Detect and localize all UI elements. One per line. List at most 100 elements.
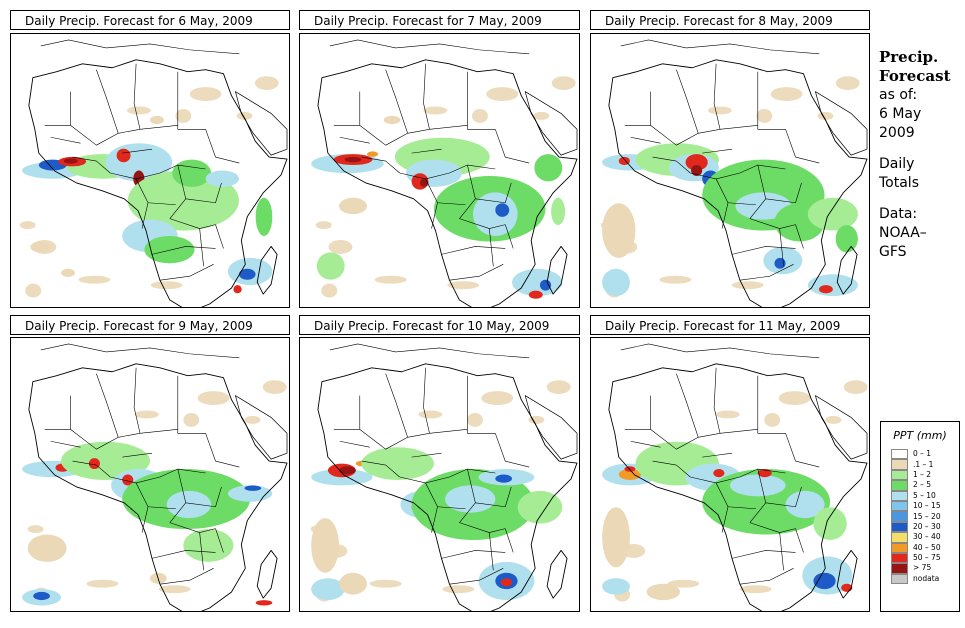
light-rain-area (707, 106, 732, 115)
sidebar-title-line1: Precip. (879, 48, 939, 66)
rain-area (495, 203, 510, 217)
country-border (702, 148, 733, 154)
legend-label: 2 – 5 (913, 480, 932, 490)
legend-swatch (891, 521, 908, 533)
country-border (44, 395, 71, 430)
africa-precip-map (19, 39, 288, 307)
country-border (690, 172, 741, 180)
legend-swatch (891, 542, 908, 553)
legend-item: 15 – 20 (891, 511, 941, 522)
legend-swatch (891, 459, 908, 470)
africa-coastline (28, 363, 288, 611)
asof-label: as of: (879, 87, 918, 103)
totals-line1: Daily (879, 156, 915, 172)
country-border (727, 202, 756, 206)
country-border (423, 367, 430, 434)
country-border (44, 91, 71, 126)
europe-coastline (329, 39, 530, 55)
rain-area (227, 485, 273, 502)
panel-title-4: Daily Precip. Forecast for 9 May, 2009 (10, 315, 290, 335)
light-rain-area (328, 239, 353, 254)
arabia-coastline (235, 91, 288, 156)
light-rain-area (715, 410, 740, 419)
country-border (199, 228, 204, 267)
rain-area (818, 285, 833, 294)
map-panel-3 (590, 33, 870, 308)
rain-area (517, 490, 563, 524)
legend-label: 50 – 75 (913, 553, 941, 563)
light-rain-area (315, 221, 332, 230)
africa-coastline (28, 59, 288, 307)
legend-item: > 75 (891, 563, 941, 574)
rain-area (383, 115, 401, 125)
rain-area (500, 578, 513, 587)
rain-area (33, 591, 50, 601)
rain-area (835, 225, 858, 253)
rain-area (172, 159, 212, 187)
country-border (122, 148, 153, 154)
legend-title: PPT (mm) (893, 429, 947, 442)
rain-area (534, 154, 563, 182)
rain-area (807, 197, 858, 231)
country-border (177, 71, 206, 130)
rain-area (361, 447, 434, 480)
data-source-line2: NOAA– (879, 225, 927, 241)
light-rain-area (423, 106, 448, 115)
legend-swatch (891, 449, 908, 460)
africa-coastline (608, 59, 868, 307)
light-rain-area (134, 410, 159, 419)
rain-area (774, 257, 786, 269)
country-border (70, 429, 119, 450)
country-border (339, 136, 370, 144)
country-border (495, 433, 530, 468)
country-border (407, 125, 468, 134)
country-border (399, 476, 450, 484)
legend-label: 0 – 1 (913, 449, 932, 459)
country-border (385, 373, 408, 438)
light-rain-area (19, 221, 36, 230)
country-border (624, 395, 651, 430)
legend-label: nodata (913, 573, 940, 583)
asof-date-line1: 6 May (879, 106, 922, 122)
light-rain-area (486, 87, 519, 102)
country-border (385, 69, 408, 134)
country-border (731, 246, 796, 255)
country-border (118, 429, 178, 438)
legend-label: 10 – 15 (913, 501, 941, 511)
country-border (795, 224, 804, 249)
country-border (713, 63, 721, 130)
rain-area (88, 458, 100, 470)
light-rain-area (150, 281, 183, 290)
country-border (169, 522, 216, 533)
rain-area (61, 441, 151, 480)
madagascar-coastline (836, 549, 858, 599)
data-source-line3: GFS (879, 244, 907, 260)
country-border (731, 550, 796, 559)
panel-title-2: Daily Precip. Forecast for 7 May, 2009 (299, 10, 580, 30)
legend-label: .1 – 1 (913, 459, 934, 469)
europe-coastline (40, 39, 240, 55)
africa-precip-map (310, 343, 578, 611)
legend-label: 30 – 40 (913, 532, 941, 542)
country-border (215, 224, 224, 249)
country-border (96, 69, 119, 134)
light-rain-area (731, 281, 764, 290)
rain-area (339, 197, 367, 215)
europe-coastline (329, 343, 530, 359)
rain-area (233, 285, 242, 294)
country-border (159, 264, 214, 281)
info-sidebar: Precip. Forecast as of: 6 May 2009 Daily… (879, 48, 963, 262)
rain-area (512, 268, 563, 297)
country-border (739, 264, 794, 281)
light-rain-area (739, 585, 772, 594)
country-border (459, 522, 506, 533)
country-border (437, 202, 466, 206)
rain-area (255, 197, 273, 237)
country-border (785, 433, 820, 468)
country-border (133, 63, 141, 130)
rain-area (30, 241, 50, 253)
legend-label: 40 – 50 (913, 542, 941, 552)
legend-swatch (891, 511, 908, 522)
rain-area (618, 469, 642, 480)
country-border (215, 528, 224, 553)
